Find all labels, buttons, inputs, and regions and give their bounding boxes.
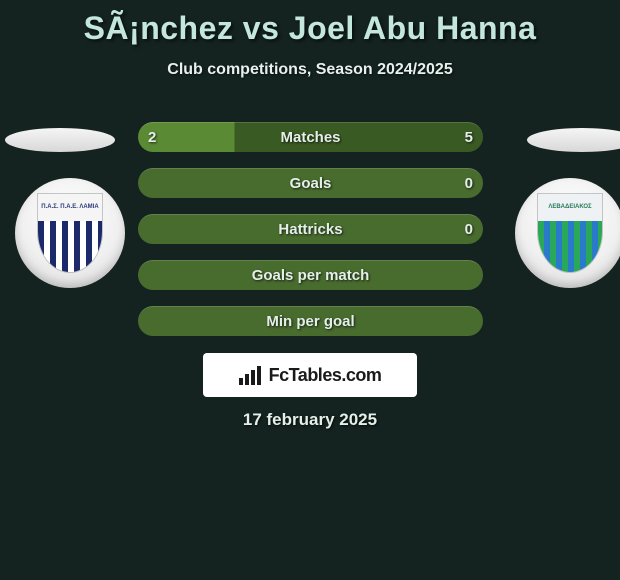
stat-bar: Hattricks 0 [138, 214, 483, 244]
crest-text-levadiakos: ΛΕΒΑΔΕΙΑΚΟΣ [538, 194, 602, 221]
stat-label: Matches [280, 129, 340, 146]
player-avatar-right-placeholder [527, 128, 620, 152]
stat-bar: Goals 0 [138, 168, 483, 198]
stat-bar: Matches 2 5 [138, 122, 483, 152]
stat-value-left: 2 [148, 129, 156, 146]
badge-outer: ΛΕΒΑΔΕΙΑΚΟΣ [515, 178, 620, 288]
comparison-subtitle: Club competitions, Season 2024/2025 [0, 61, 620, 79]
bar-chart-icon [239, 366, 261, 385]
date-text: 17 february 2025 [0, 410, 620, 430]
stat-bar: Min per goal [138, 306, 483, 336]
stat-value-right: 0 [465, 221, 473, 238]
stat-label: Goals [290, 175, 332, 192]
team-badge-right: ΛΕΒΑΔΕΙΑΚΟΣ [515, 178, 620, 288]
stat-value-right: 0 [465, 175, 473, 192]
stat-label: Hattricks [278, 221, 342, 238]
stat-bars: Matches 2 5 Goals 0 Hattricks 0 Goals per match… [138, 122, 483, 352]
logo-text: FcTables.com [269, 365, 382, 386]
crest-text-lamia: Π.Α.Σ. Π.Α.Ε. ΛΑΜΙΑ [38, 194, 102, 221]
crest-lamia: Π.Α.Σ. Π.Α.Ε. ΛΑΜΙΑ [37, 193, 103, 273]
crest-levadiakos: ΛΕΒΑΔΕΙΑΚΟΣ [537, 193, 603, 273]
badge-outer: Π.Α.Σ. Π.Α.Ε. ΛΑΜΙΑ [15, 178, 125, 288]
team-badge-left: Π.Α.Σ. Π.Α.Ε. ΛΑΜΙΑ [15, 178, 125, 288]
player-avatar-left-placeholder [5, 128, 115, 152]
fctables-logo: FcTables.com [203, 353, 417, 397]
stat-label: Min per goal [266, 313, 354, 330]
stat-bar: Goals per match [138, 260, 483, 290]
stat-label: Goals per match [252, 267, 370, 284]
stat-value-right: 5 [465, 129, 473, 146]
comparison-title: SÃ¡nchez vs Joel Abu Hanna [0, 0, 620, 47]
crest-stripes-levadiakos [538, 221, 602, 272]
crest-stripes-lamia [38, 221, 102, 272]
